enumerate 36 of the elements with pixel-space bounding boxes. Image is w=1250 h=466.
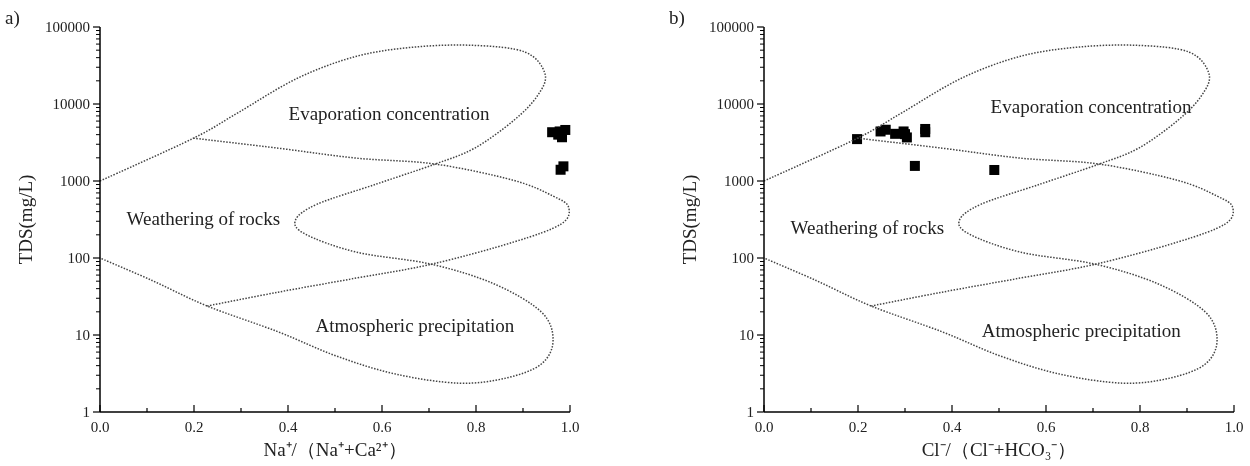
chart-title: a)	[5, 7, 20, 29]
x-tick-label: 0.8	[1130, 419, 1150, 435]
x-tick-label: 1.0	[560, 419, 580, 435]
annotation: Weathering of rocks	[126, 207, 281, 229]
x-tick-label: 0.0	[754, 419, 774, 435]
x-tick-label: 0.2	[184, 419, 204, 435]
x-axis-title: Na⁺/（Na⁺+Ca²⁺）	[263, 439, 407, 460]
y-tick-label: 100	[67, 250, 90, 266]
chart-title: b)	[669, 7, 685, 29]
annotation: Evaporation concentration	[990, 96, 1193, 118]
y-tick-label: 1	[82, 404, 90, 420]
y-tick-label: 10	[739, 327, 754, 343]
y-axis-title: TDS(mg/L)	[15, 174, 37, 265]
x-axis-title: Cl⁻/（Cl⁻+HCO₃⁻）	[921, 439, 1077, 460]
x-tick-label: 0.8	[466, 419, 486, 435]
annotation: Evaporation concentration	[288, 102, 491, 124]
y-tick-label: 10000	[716, 96, 754, 112]
y-tick-label: 100	[731, 250, 754, 266]
y-tick-label: 100000	[709, 19, 754, 35]
y-tick-label: 100000	[45, 19, 90, 35]
x-tick-label: 0.0	[90, 419, 110, 435]
annotation: Weathering of rocks	[790, 216, 945, 238]
x-tick-label: 0.4	[942, 419, 962, 435]
y-axis-title: TDS(mg/L)	[679, 174, 701, 265]
y-tick-label: 1	[746, 404, 754, 420]
x-tick-label: 0.6	[1036, 419, 1056, 435]
y-tick-label: 1000	[60, 173, 90, 189]
annotation: Atmospheric precipitation	[315, 315, 515, 337]
x-tick-label: 0.6	[372, 419, 392, 435]
annotation: Atmospheric precipitation	[981, 319, 1182, 341]
x-tick-label: 1.0	[1224, 419, 1244, 435]
y-tick-label: 10000	[52, 96, 90, 112]
y-tick-label: 1000	[724, 173, 754, 189]
x-tick-label: 0.4	[278, 419, 298, 435]
y-tick-label: 10	[75, 327, 90, 343]
x-tick-label: 0.2	[848, 419, 868, 435]
